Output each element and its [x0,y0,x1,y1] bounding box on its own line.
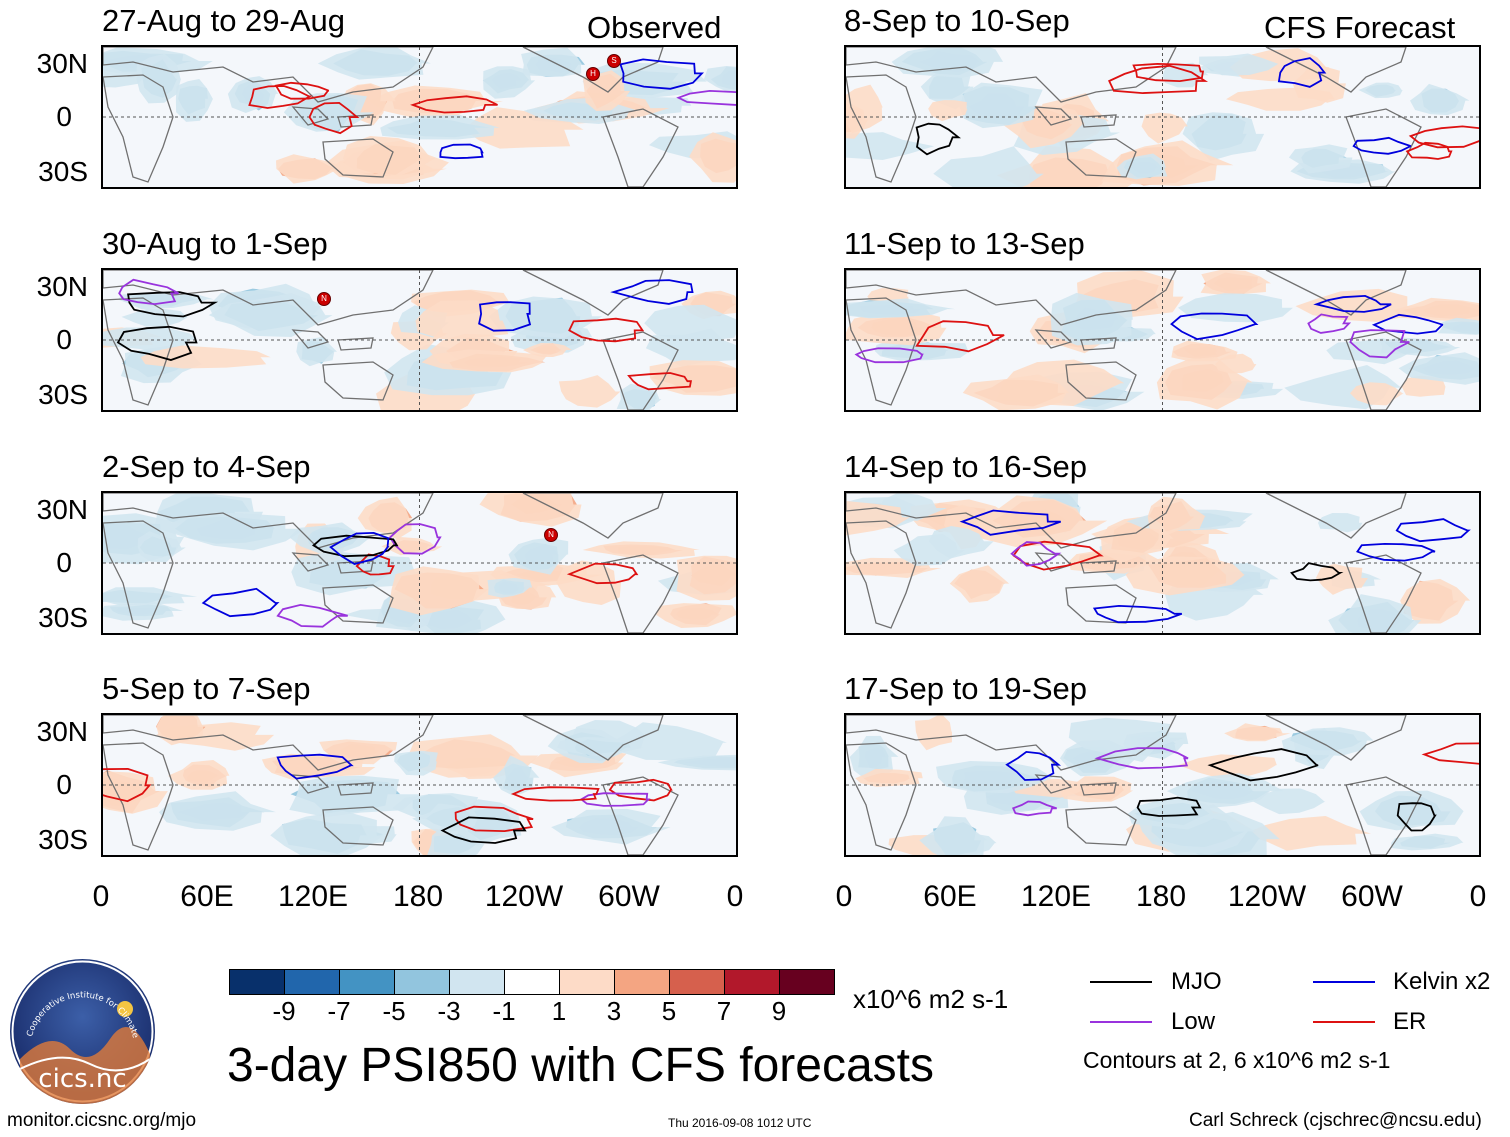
storm-marker: H [586,67,600,81]
panel-title-6: 11-Sep to 13-Sep [844,226,1085,261]
psi-map-panel [101,713,738,857]
lat-label-30n: 30N [36,716,88,747]
lon-label: 180 [1135,880,1187,913]
legend-mjo-label: MJO [1171,968,1222,995]
colorbar-label: -3 [437,996,461,1026]
lat-label-30s: 30S [38,379,88,410]
colorbar-swatch [230,970,285,994]
colorbar-swatch [670,970,725,994]
lat-label-30n: 30N [36,48,88,79]
panel-title-4: 5-Sep to 7-Sep [102,671,311,706]
lat-label-30n: 30N [36,494,88,525]
colorbar-label: 5 [661,996,677,1026]
psi-map-panel [101,45,738,189]
panel-title-1: 27-Aug to 29-Aug [102,3,346,38]
footer-url[interactable]: monitor.cicsnc.org/mjo [7,1110,197,1131]
lon-label: 60W [1341,880,1403,913]
colorbar-swatch [505,970,560,994]
colorbar [229,969,835,995]
cfs-forecast-label: CFS Forecast [1264,10,1456,45]
colorbar-label: -5 [382,996,406,1026]
colorbar-swatch [560,970,615,994]
storm-marker: N [544,528,558,542]
lon-label: 120E [1020,880,1092,913]
psi-map-panel [844,713,1481,857]
lon-label: 60W [598,880,660,913]
colorbar-swatch [450,970,505,994]
lon-label: 120E [277,880,349,913]
colorbar-swatch [615,970,670,994]
colorbar-label: -1 [492,996,516,1026]
lat-label-eq: 0 [56,324,72,355]
lat-label-30s: 30S [38,824,88,855]
psi-map-panel [844,45,1481,189]
svg-text:Cooperative Institute for Clim: Cooperative Institute for Climate and Sa… [10,959,140,1039]
lon-label: 0 [92,880,110,913]
lon-label: 0 [726,880,744,913]
legend-low-label: Low [1171,1008,1216,1035]
lon-label: 120W [484,880,564,913]
panel-title-3: 2-Sep to 4-Sep [102,449,311,484]
colorbar-swatch [780,970,834,994]
lat-label-eq: 0 [56,547,72,578]
colorbar-swatch [725,970,780,994]
panel-title-5: 8-Sep to 10-Sep [844,3,1070,38]
storm-marker: S [607,54,621,68]
lon-label: 120W [1227,880,1307,913]
lat-label-30n: 30N [36,271,88,302]
psi-map-panel [101,491,738,635]
logo-arc-text: Cooperative Institute for Climate and Sa… [10,959,140,1039]
contours-note: Contours at 2, 6 x10^6 m2 s-1 [1083,1047,1391,1073]
lat-label-30s: 30S [38,156,88,187]
legend-mjo-line [1090,981,1152,983]
legend-low-line [1090,1021,1152,1023]
lat-label-30s: 30S [38,602,88,633]
footer-timestamp: Thu 2016-09-08 1012 UTC [668,1116,812,1130]
legend-er-line [1313,1021,1375,1023]
lat-label-eq: 0 [56,769,72,800]
lon-label: 0 [835,880,853,913]
colorbar-label: 9 [771,996,787,1026]
psi-map-panel [101,268,738,412]
colorbar-swatch [340,970,395,994]
panel-title-7: 14-Sep to 16-Sep [844,449,1088,484]
legend-er-label: ER [1393,1008,1427,1035]
logo-name: cics.nc [38,1064,126,1094]
lat-label-eq: 0 [56,101,72,132]
legend-kelvin-line [1313,981,1375,983]
colorbar-label: -9 [272,996,296,1026]
observed-label: Observed [587,10,722,45]
lon-label: 60E [180,880,234,913]
legend-kelvin-label: Kelvin x2 [1393,968,1491,995]
lon-label: 60E [923,880,977,913]
colorbar-label: -7 [327,996,351,1026]
colorbar-swatch [285,970,340,994]
panel-title-2: 30-Aug to 1-Sep [102,226,328,261]
storm-marker: N [317,292,331,306]
colorbar-label: 1 [551,996,567,1026]
main-title: 3-day PSI850 with CFS forecasts [227,1039,934,1092]
lon-label: 0 [1469,880,1487,913]
colorbar-label: 7 [716,996,732,1026]
footer-credit: Carl Schreck (cjschrec@ncsu.edu) [1189,1110,1482,1131]
colorbar-swatch [395,970,450,994]
colorbar-label: 3 [606,996,622,1026]
psi-map-panel [844,491,1481,635]
panel-title-8: 17-Sep to 19-Sep [844,671,1088,706]
psi-map-panel [844,268,1481,412]
cicsnc-logo[interactable]: Cooperative Institute for Climate and Sa… [10,959,155,1104]
lon-label: 180 [392,880,444,913]
colorbar-units: x10^6 m2 s-1 [853,984,1009,1014]
